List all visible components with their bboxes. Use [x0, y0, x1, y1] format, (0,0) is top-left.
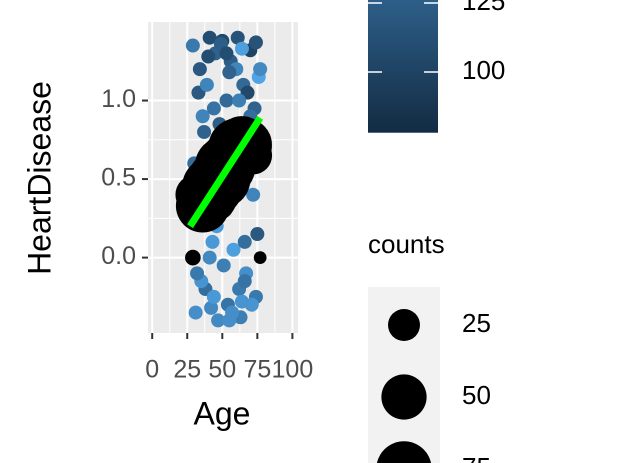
point [248, 35, 263, 50]
point [188, 305, 203, 320]
fit-line [187, 115, 264, 229]
point [237, 274, 252, 289]
size-label: 25 [462, 308, 491, 338]
colorbar [368, 0, 438, 133]
point [253, 62, 268, 77]
point [216, 258, 231, 273]
x-tick-label: 0 [145, 356, 159, 384]
point [195, 109, 210, 124]
count-bubble [185, 249, 201, 266]
y-tick-label: 1.0 [101, 85, 136, 113]
point [202, 30, 217, 45]
x-tick-label: 75 [243, 356, 271, 384]
point [232, 93, 247, 108]
point [202, 250, 217, 265]
point [219, 93, 234, 108]
point [205, 234, 220, 249]
point [230, 30, 245, 45]
size-key [388, 309, 420, 341]
y-tick-label: 0.5 [101, 164, 136, 192]
point [199, 77, 214, 92]
y-axis-title: HeartDisease [21, 81, 57, 275]
y-tick-label: 0.0 [101, 242, 136, 270]
count-bubble [253, 251, 267, 265]
point [192, 62, 207, 77]
point [206, 101, 221, 116]
point [237, 234, 252, 249]
size-key [381, 374, 427, 420]
x-tick-label: 100 [272, 356, 314, 384]
point [225, 305, 240, 320]
point [201, 49, 216, 64]
point [246, 187, 261, 202]
point [219, 46, 234, 61]
point [250, 227, 265, 242]
x-tick-label: 50 [208, 356, 236, 384]
size-label: 50 [462, 380, 491, 410]
x-tick-label: 25 [173, 356, 201, 384]
point [226, 242, 241, 257]
colorbar-label: 100 [462, 55, 505, 85]
point [211, 313, 226, 328]
point [234, 41, 249, 56]
plot-layer [175, 30, 273, 328]
point [197, 124, 212, 139]
size-legend-title: counts [368, 229, 445, 259]
x-axis-title: Age [194, 395, 251, 431]
size-key [376, 441, 432, 463]
point [204, 300, 219, 315]
size-label: 75 [462, 452, 491, 463]
point [190, 266, 205, 281]
point [185, 38, 200, 53]
point [234, 294, 249, 309]
point [206, 289, 221, 304]
colorbar-label: 125 [462, 0, 505, 16]
point [222, 65, 237, 80]
